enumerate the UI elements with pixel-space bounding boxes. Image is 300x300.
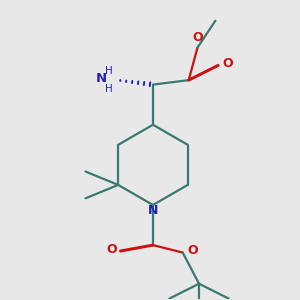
Text: O: O (222, 57, 232, 70)
Text: N: N (148, 204, 158, 217)
Text: H: H (105, 84, 113, 94)
Text: O: O (106, 243, 117, 256)
Text: O: O (192, 32, 203, 44)
Text: O: O (187, 244, 197, 257)
Text: N: N (95, 72, 106, 85)
Text: H: H (105, 66, 113, 76)
